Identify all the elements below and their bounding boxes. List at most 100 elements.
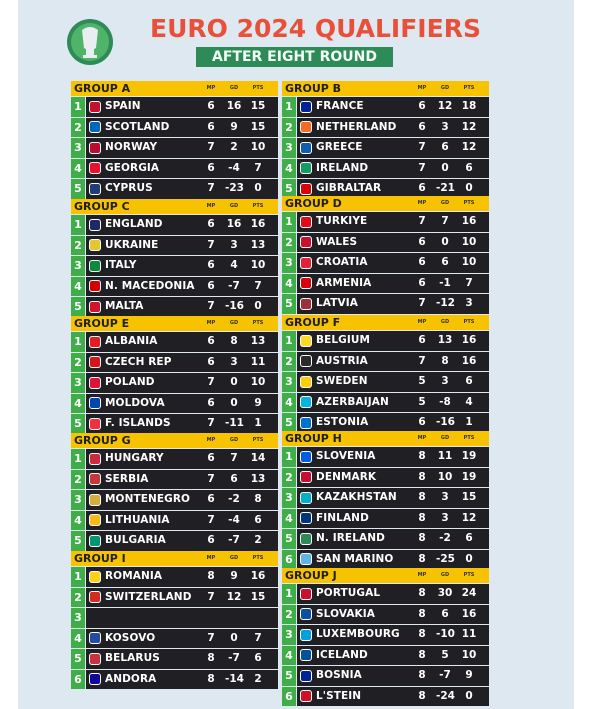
team-rank: 3 [282,488,296,508]
team-name: LITHUANIA [105,513,170,526]
team-gd: 9 [230,120,238,133]
team-name: ALBANIA [105,335,158,347]
team-rank: 5 [71,649,85,669]
table-row: 5 GIBRALTAR 6 -21 0 [282,179,489,199]
flag-icon [89,376,101,389]
table-row: 2 SWITZERLAND 7 12 15 [71,587,278,607]
team-rank: 1 [282,447,296,467]
team-rank: 3 [71,373,85,393]
table-row: 2 AUSTRIA 7 8 16 [282,351,489,371]
team-gd: 0 [441,161,449,174]
team-cell: ICELAND 8 5 10 [297,645,489,665]
team-name: WALES [316,235,358,248]
group-header: GROUP I MP GD PTS [71,551,278,566]
table-row: 3 SWEDEN 5 3 6 [282,372,489,392]
table-row: 2 DENMARK 8 10 19 [282,467,489,487]
team-cell: POLAND 7 0 10 [86,373,278,393]
group-header: GROUP G MP GD PTS [71,433,278,448]
flag-icon [89,300,101,313]
team-gd: 13 [437,334,453,346]
team-cell: BELGIUM 6 13 16 [297,331,489,351]
team-pts: 6 [465,161,473,174]
team-gd: 2 [230,141,238,153]
group-f: GROUP F MP GD PTS 1 BELGIUM 6 13 16 2 AUSTRIA 7 8 16 3… [282,315,489,433]
team-pts: 13 [250,472,266,485]
team-cell: N. IRELAND 8 -2 6 [297,529,489,549]
team-cell: CZECH REP 6 3 11 [86,352,278,372]
team-rank: 1 [282,97,296,117]
table-row: 5 N. IRELAND 8 -2 6 [282,529,489,549]
table-row: 3 GREECE 7 6 12 [282,138,489,158]
team-pts: 8 [254,493,262,505]
team-gd: -12 [436,297,455,309]
team-pts: 6 [254,652,262,664]
group-name: GROUP H [285,432,342,445]
table-row: 3 CROATIA 6 6 10 [282,253,489,273]
team-name: BELARUS [105,652,160,664]
team-name: FINLAND [316,511,369,524]
table-row: 2 SLOVAKIA 8 6 16 [282,604,489,624]
team-mp: 6 [418,256,426,268]
stat-header-gd: GD [440,435,450,441]
team-rank: 5 [282,666,296,686]
team-mp: 7 [207,417,215,429]
table-row: 1 PORTUGAL 8 30 24 [282,584,489,604]
team-pts: 0 [254,182,262,194]
team-name: ARMENIA [316,276,372,289]
team-pts: 7 [254,631,262,644]
table-row: 6 SAN MARINO 8 -25 0 [282,549,489,569]
team-cell: AZERBAIJAN 5 -8 4 [297,392,489,412]
team-pts: 15 [250,590,266,603]
stat-header-mp: MP [206,85,216,91]
team-pts: 0 [465,689,473,702]
euro-trophy-logo-icon [67,19,113,65]
team-gd: 7 [441,215,449,227]
group-header: GROUP A MP GD PTS [71,81,278,96]
table-row: 2 NETHERLAND 6 3 12 [282,117,489,137]
team-rank: 4 [71,393,85,413]
team-gd: 3 [441,511,449,524]
team-pts: 10 [250,141,266,153]
table-row: 4 ICELAND 8 5 10 [282,645,489,665]
group-name: GROUP B [285,82,342,95]
stat-header-pts: PTS [463,572,475,578]
page-subtitle: AFTER EIGHT ROUND [196,47,393,67]
table-row: 2 UKRAINE 7 3 13 [71,235,278,255]
team-mp: 6 [207,335,215,347]
table-row: 5 CYPRUS 7 -23 0 [71,179,278,199]
team-cell: AUSTRIA 7 8 16 [297,351,489,371]
team-pts: 10 [250,259,266,271]
team-mp: 6 [418,334,426,346]
team-gd: 6 [441,607,449,620]
team-mp: 6 [207,396,215,409]
team-name: ENGLAND [105,218,163,230]
team-name: SAN MARINO [316,552,394,565]
team-gd: -7 [228,279,240,292]
stat-header-pts: PTS [252,437,264,443]
page-title: EURO 2024 QUALIFIERS [150,14,481,43]
team-cell: LUXEMBOURG 8 -10 11 [297,625,489,645]
team-cell: SAN MARINO 8 -25 0 [297,549,489,569]
team-pts: 16 [461,607,477,620]
flag-icon [89,514,101,526]
table-row: 5 LATVIA 7 -12 3 [282,294,489,314]
team-mp: 7 [207,513,215,526]
team-mp: 7 [207,182,215,194]
flag-icon [300,297,312,310]
table-row: 5 BOSNIA 8 -7 9 [282,666,489,686]
team-mp: 7 [207,376,215,388]
flag-icon [300,690,312,702]
team-cell: MONTENEGRO 6 -2 8 [86,490,278,510]
team-rank: 3 [71,608,85,628]
flag-icon [89,632,101,644]
team-pts: 16 [250,218,266,230]
team-name: CROATIA [316,256,368,268]
team-mp: 8 [418,532,426,544]
team-pts: 19 [461,470,477,483]
team-cell: BELARUS 8 -7 6 [86,649,278,669]
team-pts: 16 [461,334,477,346]
team-rank: 2 [71,117,85,137]
table-row: 2 CZECH REP 6 3 11 [71,352,278,372]
team-rank: 5 [71,297,85,317]
team-name: BOSNIA [316,669,362,681]
